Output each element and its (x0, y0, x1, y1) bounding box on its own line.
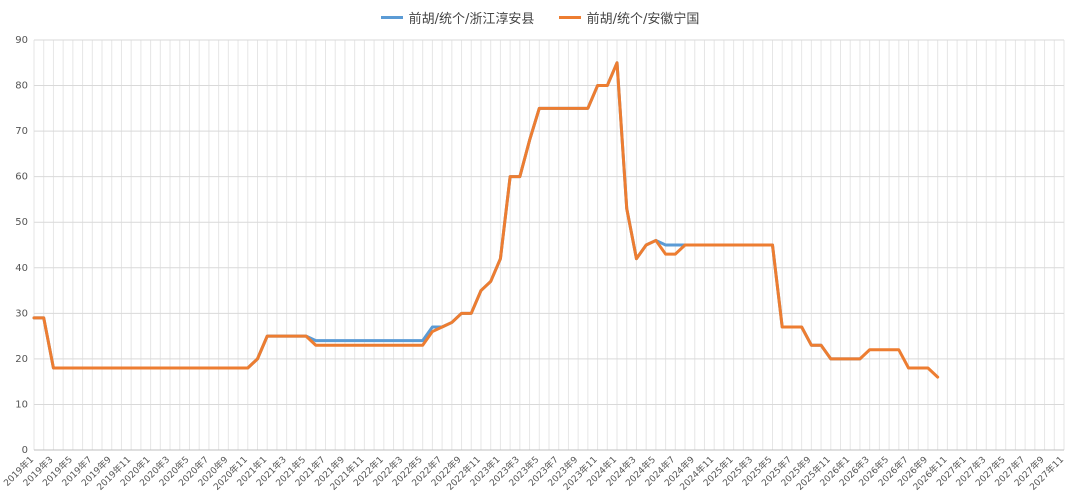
legend-swatch-zhejiang (380, 16, 403, 19)
legend-label-anhui: 前胡/统个/安徽宁国 (586, 12, 700, 27)
y-tick-label: 50 (15, 217, 28, 228)
legend: 前胡/统个/浙江淳安县 前胡/统个/安徽宁国 (0, 8, 1080, 27)
series-line-anhui (32, 61, 940, 379)
y-tick-label: 60 (15, 172, 28, 183)
y-tick-label: 80 (15, 81, 28, 92)
legend-label-zhejiang: 前胡/统个/浙江淳安县 (408, 12, 535, 27)
legend-swatch-anhui (558, 16, 581, 19)
legend-item-zhejiang[interactable]: 前胡/统个/浙江淳安县 (380, 8, 535, 27)
y-tick-label: 10 (15, 399, 28, 410)
y-tick-label: 0 (22, 445, 28, 456)
y-tick-label: 40 (15, 263, 28, 274)
y-tick-label: 30 (15, 308, 28, 319)
y-tick-label: 90 (15, 35, 28, 46)
legend-item-anhui[interactable]: 前胡/统个/安徽宁国 (558, 8, 700, 27)
series-line-zhejiang (32, 61, 862, 370)
y-tick-label: 20 (15, 354, 28, 365)
y-tick-label: 70 (15, 126, 28, 137)
